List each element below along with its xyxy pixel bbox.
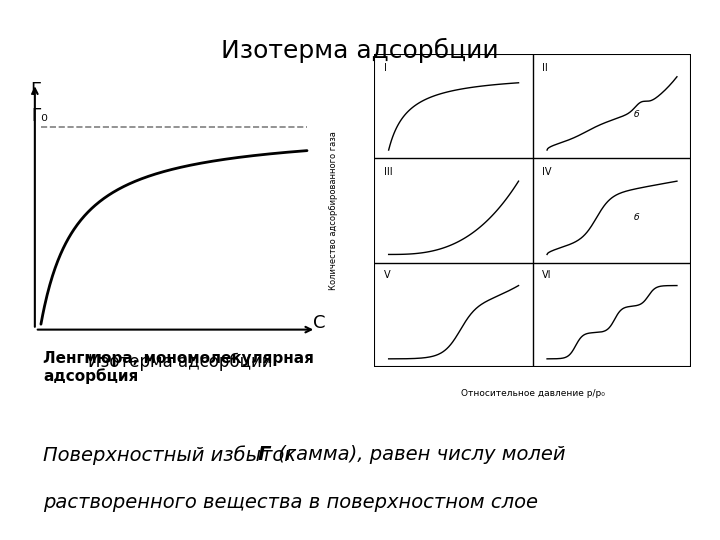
Text: (гамма), равен числу молей: (гамма), равен числу молей	[272, 446, 566, 464]
Text: V: V	[384, 270, 390, 280]
Text: Количество адсорбированного газа: Количество адсорбированного газа	[329, 131, 338, 290]
Text: IV: IV	[542, 167, 552, 177]
Text: III: III	[384, 167, 392, 177]
Text: I: I	[384, 63, 387, 73]
Text: Г₀: Г₀	[32, 107, 49, 125]
Text: б: б	[634, 110, 639, 119]
Text: Изотерма адсорбции: Изотерма адсорбции	[221, 38, 499, 63]
Text: С: С	[313, 314, 325, 332]
Text: Относительное давление p/p₀: Относительное давление p/p₀	[461, 389, 605, 398]
Text: VI: VI	[542, 270, 552, 280]
Text: растворенного вещества в поверхностном слое: растворенного вещества в поверхностном с…	[43, 493, 539, 512]
Text: II: II	[542, 63, 548, 73]
Text: Γ: Γ	[258, 446, 270, 464]
Text: Г: Г	[30, 81, 41, 99]
Text: б: б	[634, 213, 639, 222]
Text: Ленгмюра, мономолекулярная
адсорбция: Ленгмюра, мономолекулярная адсорбция	[43, 351, 314, 384]
Text: Поверхностный избыток: Поверхностный избыток	[43, 446, 302, 465]
Text: Изотерма адсорбции: Изотерма адсорбции	[88, 353, 272, 371]
